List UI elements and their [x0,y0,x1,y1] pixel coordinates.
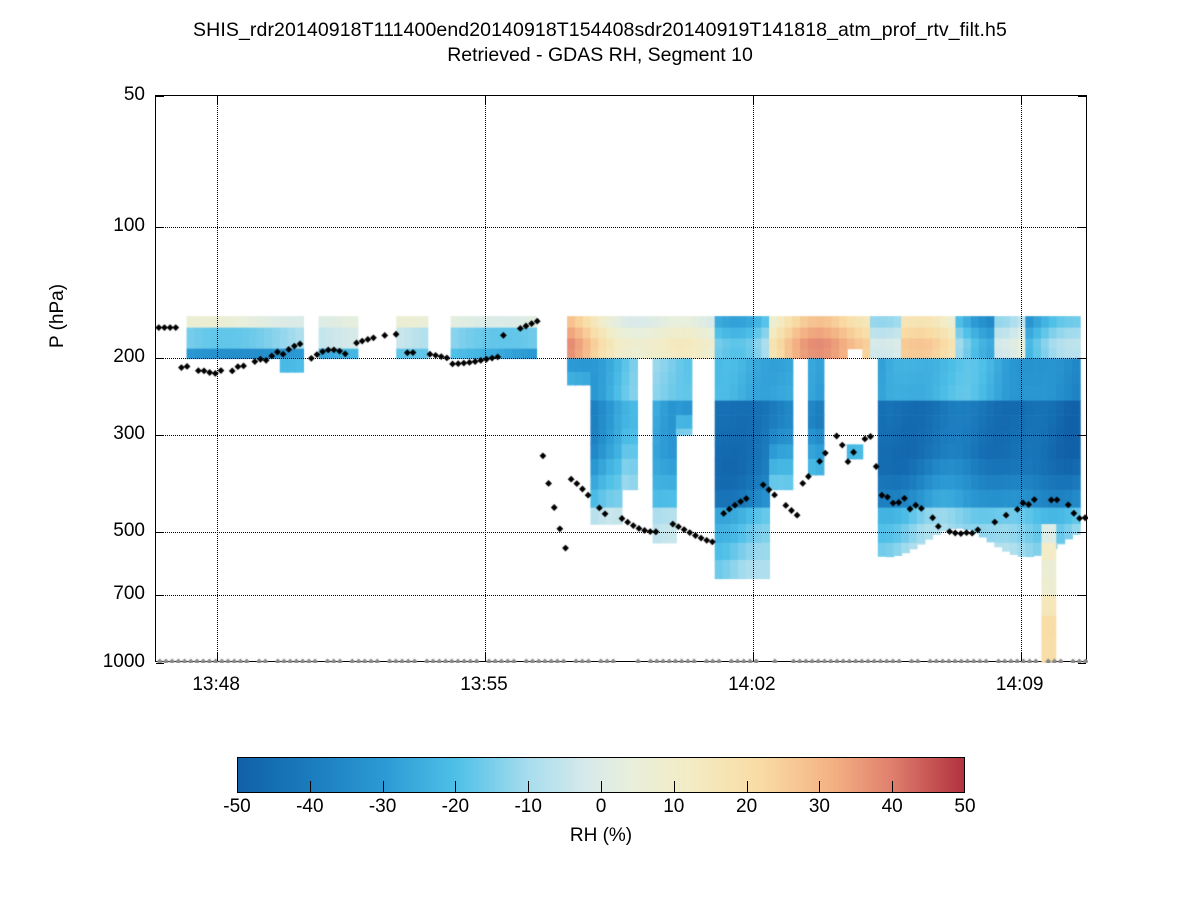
y-tick [156,227,164,229]
x-tick [752,96,754,104]
gridline-vertical [752,96,754,661]
y-tick [156,435,164,437]
figure-title-subtitle: Retrieved - GDAS RH, Segment 10 [447,44,753,66]
colorbar-block: RH (%) -50 -40 -30 -20 -10 0 10 20 30 40 50 [223,757,976,846]
y-tick-label: 700 [113,583,145,605]
colorbar-tick [528,781,530,793]
y-tick [156,96,164,97]
y-tick [1078,96,1086,97]
figure-title-block: SHIS_rdr20140918T111400end20140918T15440… [0,18,1200,68]
x-tick-label: 13:48 [192,674,240,695]
colorbar-tick [309,781,311,793]
y-tick [156,663,164,664]
colorbar-tick [455,781,457,793]
gridline-vertical [1020,96,1022,661]
heatmap-canvas [156,96,1088,663]
x-tick [484,653,486,661]
x-tick-label: 14:02 [728,674,776,695]
colorbar-tick-label: -20 [441,796,470,817]
gridline-horizontal [156,227,1086,229]
colorbar-tick [892,781,894,793]
x-tick-label: 14:09 [995,674,1044,695]
colorbar-tick-label: 20 [736,796,758,817]
x-tick [217,96,219,104]
y-tick [1078,595,1086,597]
gridline-vertical [217,96,219,661]
y-tick [1078,358,1086,360]
y-tick [1078,435,1086,437]
gridline-horizontal [156,358,1086,360]
x-tick-label: 13:55 [460,674,508,695]
y-tick [156,531,164,533]
x-tick [1020,96,1022,104]
y-tick [1078,663,1086,664]
colorbar-tick-label: -50 [223,796,251,817]
colorbar-tick [673,781,675,793]
colorbar-tick [746,781,748,793]
colorbar-tick-label: -40 [296,796,324,817]
y-tick [1078,227,1086,229]
x-tick [1020,653,1022,661]
colorbar-title: RH (%) [569,825,633,846]
y-tick-label: 500 [113,519,145,541]
y-axis-title: P (hPa) [47,283,68,349]
gridline-horizontal [156,435,1086,437]
colorbar-tick-label: -30 [368,796,397,817]
gridline-vertical [484,96,486,661]
y-tick [1078,531,1086,533]
y-tick-label: 1000 [102,651,145,672]
x-tick [484,96,486,104]
colorbar-tick [819,781,821,793]
y-tick-label: 300 [113,423,145,445]
gridline-horizontal [156,531,1086,533]
colorbar-tick-label: 0 [595,796,607,817]
colorbar-tick-label: 50 [954,796,976,817]
x-tick [217,653,219,661]
figure-title-filename: SHIS_rdr20140918T111400end20140918T15440… [193,19,1007,41]
y-tick-label: 100 [113,215,145,237]
colorbar-tick-label: -10 [514,796,542,817]
y-tick-label: 200 [113,346,145,368]
y-tick-label: 50 [123,84,145,105]
gridline-horizontal [156,595,1086,597]
colorbar-tick-label: 10 [663,796,685,817]
x-tick [752,653,754,661]
y-tick [156,358,164,360]
colorbar-tick-label: 30 [808,796,830,817]
y-tick [156,595,164,597]
colorbar-tick-label: 40 [881,796,903,817]
colorbar-tick [382,781,384,793]
colorbar-tick [601,781,602,793]
plot-area [155,95,1088,664]
